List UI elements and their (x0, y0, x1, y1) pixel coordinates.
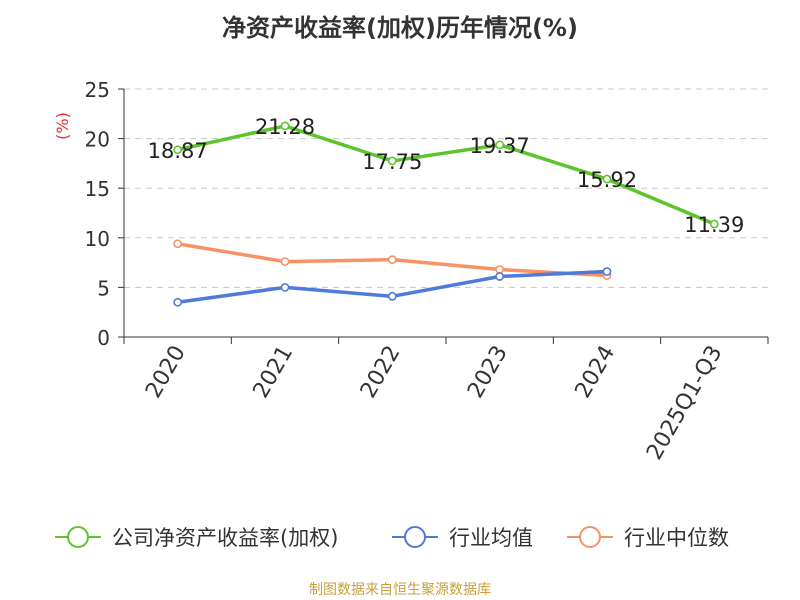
x-tick-label: 2021 (249, 342, 299, 403)
legend-marker (579, 526, 601, 548)
data-label: 19.37 (470, 134, 530, 158)
axes: 0 5 10 15 20 25 (%) 2020 2021 2022 2023 2024 2025Q1-… (53, 78, 769, 465)
legend-label: 公司净资产收益率(加权) (112, 526, 338, 550)
legend: 公司净资产收益率(加权) 行业均值 行业中位数 (55, 526, 729, 550)
data-point (495, 140, 505, 150)
y-tick-label: 10 (85, 227, 110, 251)
series (173, 121, 719, 307)
data-label: 15.92 (577, 168, 637, 192)
chart-title: 净资产收益率(加权)历年情况(%) (222, 14, 578, 42)
y-axis-label: (%) (53, 112, 72, 140)
data-labels: 18.87 21.28 17.75 19.37 15.92 11.39 (148, 115, 745, 237)
data-point (495, 265, 505, 274)
x-tick-label: 2023 (463, 342, 513, 403)
x-tick-label: 2020 (141, 342, 191, 403)
data-point (280, 121, 290, 131)
data-point (280, 282, 290, 292)
data-point (173, 145, 183, 155)
data-point (387, 156, 397, 166)
data-point (602, 174, 612, 184)
data-point (173, 297, 183, 307)
y-tick-label: 15 (85, 177, 110, 201)
x-tick-label: 2022 (356, 342, 406, 403)
data-point (495, 272, 505, 281)
data-label: 21.28 (255, 115, 315, 139)
series-line (177, 124, 716, 226)
y-tick-label: 20 (85, 128, 110, 152)
x-tick-label: 2024 (571, 342, 621, 403)
legend-marker (67, 526, 89, 548)
legend-marker (404, 526, 426, 548)
y-tick-label: 5 (97, 276, 110, 300)
data-label: 18.87 (148, 139, 208, 163)
grid-lines (124, 88, 768, 288)
data-label: 17.75 (362, 150, 422, 174)
data-point (602, 267, 612, 276)
y-tick-label: 25 (85, 78, 110, 102)
data-label: 11.39 (684, 213, 744, 237)
data-point (387, 291, 397, 301)
data-point (173, 239, 183, 249)
data-point (387, 255, 397, 265)
data-point (280, 257, 290, 267)
legend-label: 行业均值 (449, 526, 533, 550)
legend-label: 行业中位数 (624, 526, 729, 550)
y-tick-label: 0 (97, 326, 110, 350)
x-tick-label: 2025Q1-Q3 (642, 342, 727, 465)
source-note: 制图数据来自恒生聚源数据库 (309, 582, 491, 598)
data-point (709, 219, 719, 229)
